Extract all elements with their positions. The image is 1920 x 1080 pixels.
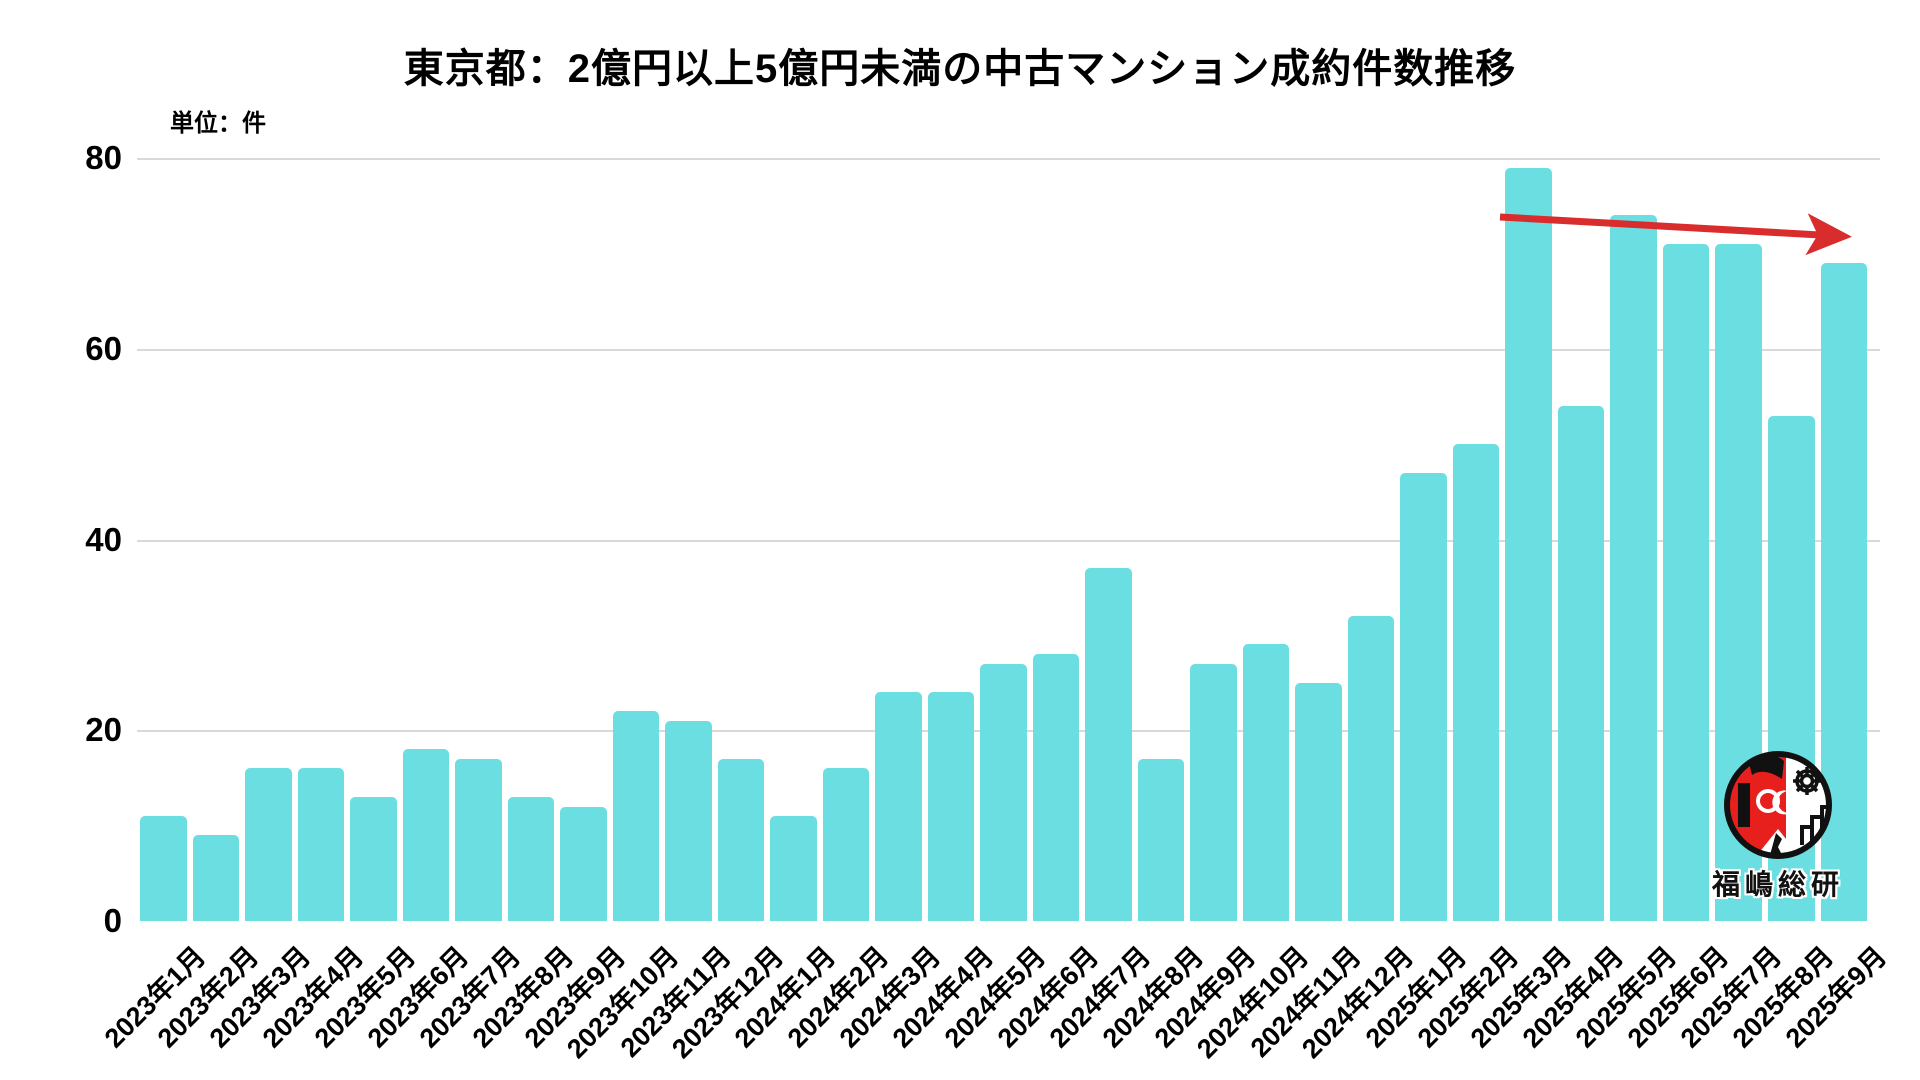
bar: [297, 768, 345, 921]
bar: [770, 816, 817, 921]
bar: [1032, 653, 1080, 921]
bar: [1242, 644, 1290, 921]
company-logo-text: 福嶋総研: [1711, 869, 1844, 900]
y-axis-tick-label: 20: [85, 711, 122, 749]
y-axis-tick-label: 80: [85, 139, 122, 176]
chart-title: 東京都：2億円以上5億円未満の中古マンション成約件数推移: [403, 47, 1517, 91]
bar: [1295, 682, 1342, 921]
bar: [1452, 444, 1500, 921]
bar: [560, 806, 607, 921]
bar: [1505, 167, 1552, 921]
y-axis-tick-label: 40: [85, 520, 122, 558]
bar: [1400, 472, 1447, 921]
bar: [1190, 663, 1237, 921]
bar: [1137, 758, 1185, 921]
bar: [1662, 243, 1710, 921]
bar: [140, 816, 187, 921]
bar: [1085, 568, 1132, 921]
unit-label: 単位：件: [170, 110, 266, 137]
gridline: [137, 539, 1880, 542]
bar: [1610, 215, 1657, 921]
bar: [192, 835, 240, 921]
gridline: [137, 348, 1880, 351]
bar: [612, 711, 660, 921]
bar: [980, 663, 1027, 921]
bar: [717, 758, 765, 921]
bar: [875, 692, 922, 921]
y-axis-tick-label: 60: [85, 329, 122, 367]
bar: [402, 749, 450, 921]
bar: [455, 758, 502, 921]
gridline: [137, 158, 1880, 160]
bar: [1347, 615, 1395, 921]
y-axis-tick-label: 0: [103, 902, 122, 939]
company-logo-mark-icon: [1724, 751, 1832, 859]
company-logo: 福嶋総研: [1708, 745, 1848, 910]
bar: [1557, 405, 1605, 921]
bar: [665, 720, 712, 921]
bar: [350, 797, 397, 921]
bar: [507, 797, 555, 921]
bar: [245, 768, 292, 921]
bar: [822, 768, 870, 921]
bar: [927, 692, 975, 921]
